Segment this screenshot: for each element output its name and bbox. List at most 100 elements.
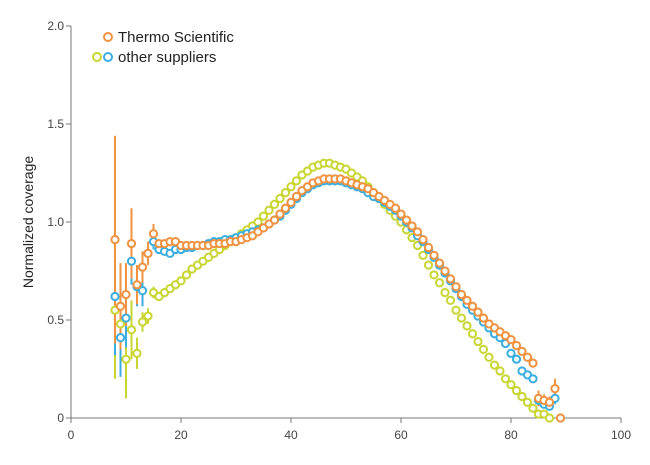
x-tick-label: 40 [284,428,298,442]
data-point [429,250,439,260]
data-point [462,321,472,331]
data-point [176,276,186,286]
data-point [467,329,478,339]
data-point [451,305,461,315]
data-point [423,260,434,270]
data-point [275,193,285,204]
data-point [181,270,192,280]
data-point [462,295,472,305]
data-point [137,317,148,327]
data-point [137,262,148,272]
x-tick-label: 20 [174,428,188,442]
data-point [555,413,566,423]
data-point [115,333,126,343]
data-point [456,313,467,323]
data-point [115,319,126,329]
data-point [132,280,142,290]
data-point [121,313,131,323]
data-point [495,366,505,376]
data-point [528,403,538,413]
data-point [440,266,450,276]
data-point [269,215,280,225]
data-point [467,301,478,311]
legend: Thermo Scientific other suppliers [92,29,234,66]
data-point [143,248,153,258]
data-point [280,188,291,198]
data-point [286,182,296,192]
y-tick-label: 1.5 [47,117,64,131]
data-point [489,360,500,370]
ticks: 0 20 40 60 80 100 0 0.5 1.0 1.5 2.0 [47,19,631,442]
y-tick-label: 1.0 [47,215,64,229]
y-tick-label: 0 [57,411,64,425]
data-point [445,274,456,284]
data-point [517,346,527,356]
data-point [434,258,445,268]
data-point [434,278,445,288]
data-point [280,203,291,213]
data-points [110,158,566,423]
data-point [550,384,560,394]
data-point [286,197,296,207]
data-point [258,211,269,221]
data-point [110,291,120,302]
data-point [445,295,456,305]
data-point [126,325,137,335]
data-point [517,391,527,402]
data-point [423,242,434,253]
data-point [511,354,522,364]
data-point [478,313,489,323]
data-point [544,397,555,407]
legend-label: Thermo Scientific [118,29,234,46]
x-tick-label: 0 [68,428,75,442]
data-point [390,203,401,213]
data-point [126,256,137,266]
data-point [473,336,483,347]
data-point [473,307,483,317]
data-point [148,229,159,239]
data-point [269,199,280,209]
data-point [121,354,131,364]
data-point [500,374,511,384]
data-point [478,344,489,354]
data-point [264,205,274,215]
x-tick-label: 60 [394,428,408,442]
data-point [440,287,450,298]
data-point [522,352,533,362]
data-point [528,358,538,368]
data-point [522,397,533,407]
x-tick-label: 80 [504,428,518,442]
y-tick-label: 2.0 [47,19,64,33]
data-point [407,221,417,231]
data-point [451,282,461,292]
data-point [484,352,494,362]
data-point [511,385,522,396]
data-point [121,289,131,300]
x-tick-label: 100 [611,428,631,442]
data-point [275,209,285,219]
data-point [291,191,302,202]
data-point [396,209,406,219]
data-point [506,380,516,390]
data-point [418,235,428,245]
y-tick-label: 0.5 [47,313,64,327]
data-point [132,348,142,358]
data-point [544,413,555,423]
legend-marker [103,32,113,42]
data-point [528,374,538,384]
data-point [291,176,302,186]
data-point [418,250,428,260]
data-point [506,348,516,358]
data-point [126,238,137,249]
data-point [401,215,412,225]
legend-marker [103,52,113,62]
data-point [143,311,153,321]
legend-marker [92,52,102,62]
data-point [511,340,522,351]
data-point [412,227,423,237]
data-point [456,289,467,300]
data-point [110,235,120,245]
y-axis-label: Normalized coverage [20,156,36,288]
